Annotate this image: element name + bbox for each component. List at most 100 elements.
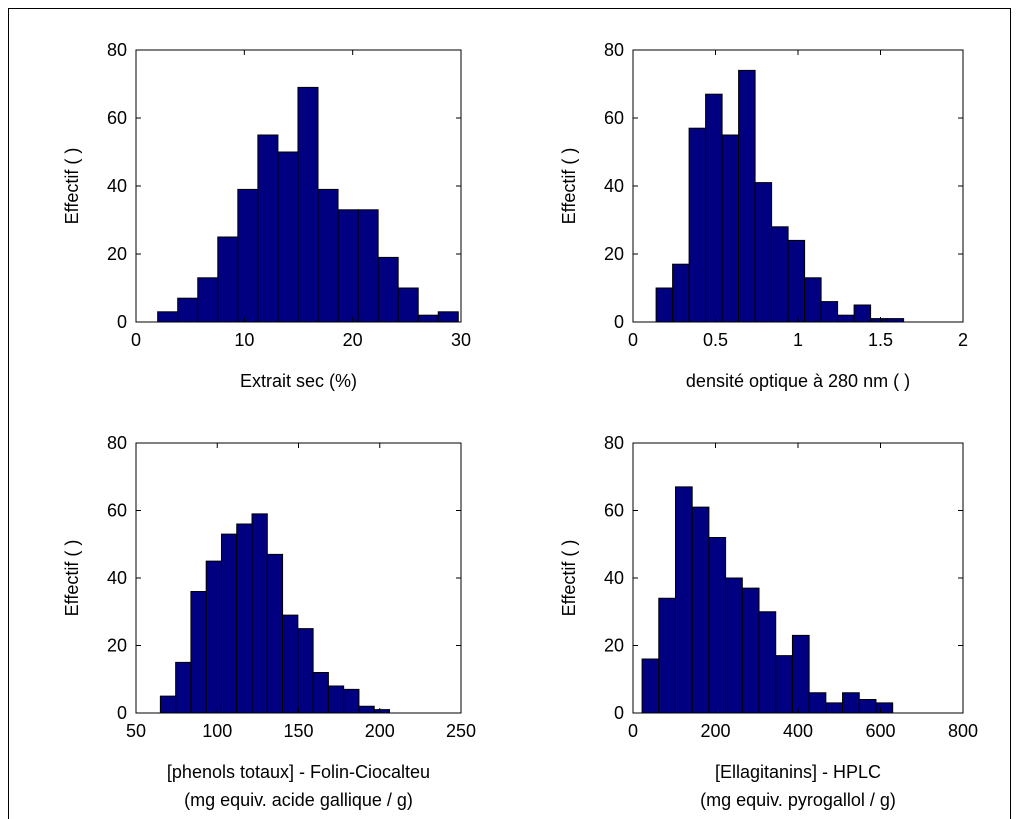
histogram-bar xyxy=(437,311,459,323)
histogram-bar xyxy=(842,692,860,714)
y-tick-label: 20 xyxy=(107,636,127,656)
y-tick-label: 40 xyxy=(604,568,624,588)
histogram-bar xyxy=(357,209,379,323)
x-axis-label: Extrait sec (%) xyxy=(240,371,357,391)
histogram-bar xyxy=(277,151,299,323)
y-tick-label: 20 xyxy=(604,244,624,264)
histogram-bar xyxy=(771,226,789,323)
y-tick-label: 40 xyxy=(107,568,127,588)
histogram-bar xyxy=(804,277,822,323)
histogram-bar xyxy=(217,236,239,323)
histogram-bar xyxy=(658,597,676,714)
histogram-bar xyxy=(886,318,905,323)
histogram-bar xyxy=(205,560,222,714)
x-tick-label: 1 xyxy=(793,330,803,350)
x-tick-label: 0 xyxy=(628,330,638,350)
x-tick-label: 0 xyxy=(131,330,141,350)
x-tick-label: 200 xyxy=(700,721,730,741)
x-tick-label: 600 xyxy=(865,721,895,741)
y-tick-label: 80 xyxy=(604,433,624,453)
histogram-bar xyxy=(297,628,314,714)
x-tick-label: 200 xyxy=(365,721,395,741)
y-tick-label: 40 xyxy=(604,176,624,196)
histogram-bar xyxy=(282,614,299,714)
histogram-bar xyxy=(688,127,707,323)
y-axis-label: Effectif ( ) xyxy=(62,540,82,617)
x-tick-label: 20 xyxy=(343,330,363,350)
x-axis-label: densité optique à 280 nm ( ) xyxy=(686,371,910,391)
histogram-bar xyxy=(708,537,727,714)
histogram-bar xyxy=(775,655,793,714)
x-tick-label: 0.5 xyxy=(703,330,728,350)
y-tick-label: 0 xyxy=(117,703,127,723)
y-tick-label: 80 xyxy=(604,40,624,60)
histogram-bar xyxy=(655,287,674,323)
x-axis-label: [Ellagitanins] - HPLC xyxy=(715,762,881,782)
histogram-bar xyxy=(312,672,329,714)
x-tick-label: 100 xyxy=(202,721,232,741)
y-tick-label: 40 xyxy=(107,176,127,196)
histogram-bar xyxy=(190,591,207,714)
histogram-bar xyxy=(738,69,756,323)
histogram-bar xyxy=(808,692,827,714)
y-axis-label: Effectif ( ) xyxy=(559,540,579,617)
y-tick-label: 20 xyxy=(604,636,624,656)
histogram-bar xyxy=(343,688,360,714)
y-tick-label: 0 xyxy=(614,312,624,332)
histogram-bar xyxy=(858,699,877,714)
histogram-bar xyxy=(159,695,177,714)
histogram-bar xyxy=(870,318,888,323)
histogram-bar xyxy=(837,314,855,323)
x-tick-label: 1.5 xyxy=(868,330,893,350)
histogram-bar xyxy=(236,523,253,714)
y-tick-label: 60 xyxy=(107,501,127,521)
y-axis-label: Effectif ( ) xyxy=(559,148,579,225)
x-tick-label: 50 xyxy=(126,721,146,741)
histogram-bar xyxy=(197,277,219,323)
histogram-bar xyxy=(758,611,777,714)
x-tick-label: 10 xyxy=(234,330,254,350)
histogram-bar xyxy=(257,134,279,323)
histogram-bar xyxy=(725,577,743,714)
x-tick-label: 400 xyxy=(783,721,813,741)
histogram-bar xyxy=(787,239,806,323)
y-tick-label: 0 xyxy=(117,312,127,332)
y-tick-label: 60 xyxy=(604,108,624,128)
histogram-bar xyxy=(377,256,399,323)
histogram-bar xyxy=(237,188,259,323)
y-tick-label: 60 xyxy=(604,501,624,521)
x-tick-label: 0 xyxy=(628,721,638,741)
y-tick-label: 20 xyxy=(107,244,127,264)
x-tick-label: 2 xyxy=(958,330,968,350)
histogram-bar xyxy=(417,314,439,323)
x-axis-label: (mg equiv. acide gallique / g) xyxy=(184,790,413,810)
y-axis-label: Effectif ( ) xyxy=(62,148,82,225)
histogram-bar xyxy=(327,685,345,714)
histogram-bar xyxy=(177,297,199,323)
histogram-bar xyxy=(705,93,723,323)
histogram-bar xyxy=(641,658,660,714)
x-tick-label: 800 xyxy=(948,721,978,741)
histogram-bar xyxy=(672,263,690,323)
histogram-bar xyxy=(397,287,419,323)
y-tick-label: 60 xyxy=(107,108,127,128)
x-tick-label: 150 xyxy=(283,721,313,741)
histogram-bar xyxy=(358,705,375,714)
histogram-bar xyxy=(337,209,359,323)
x-tick-label: 250 xyxy=(446,721,476,741)
histogram-bar xyxy=(754,182,773,323)
histogram-bar xyxy=(220,533,238,714)
y-tick-label: 80 xyxy=(107,40,127,60)
histogram-bar xyxy=(721,134,740,323)
x-axis-label: (mg equiv. pyrogallol / g) xyxy=(700,790,896,810)
y-tick-label: 0 xyxy=(614,703,624,723)
histogram-bar xyxy=(157,311,179,323)
histogram-bar xyxy=(875,702,894,714)
y-tick-label: 80 xyxy=(107,433,127,453)
histogram-bar xyxy=(373,709,391,714)
x-axis-label: [phenols totaux] - Folin-Ciocalteu xyxy=(167,762,430,782)
histogram-bar xyxy=(251,513,268,714)
x-tick-label: 30 xyxy=(451,330,471,350)
histogram-bar xyxy=(825,702,844,714)
